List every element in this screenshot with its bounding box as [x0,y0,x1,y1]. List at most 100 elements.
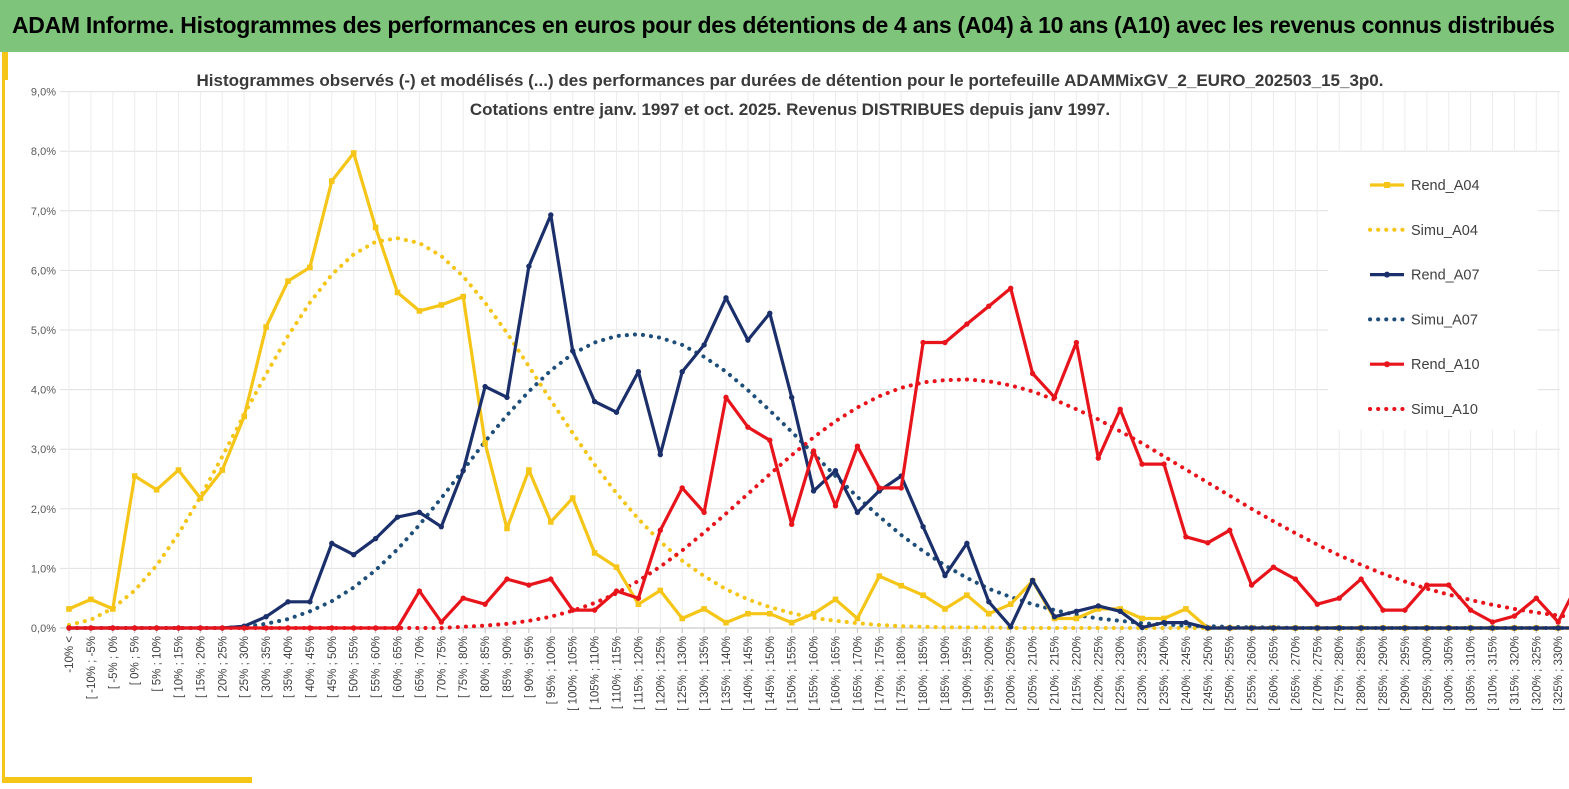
data-point-Rend_A10 [110,625,116,631]
data-point-Rend_A10 [1358,576,1364,582]
data-point-Rend_A04 [438,302,445,308]
accent-bar-bottom [2,777,252,783]
x-tick-label: [ 35% ; 40% [283,636,295,698]
data-point-Rend_A04 [569,495,576,501]
data-point-Rend_A07 [1555,625,1561,631]
data-point-Rend_A04 [657,587,664,594]
data-point-Rend_A07 [1402,625,1408,631]
data-point-Rend_A10 [591,607,598,613]
x-tick-label: [ 115% ; 120% [633,636,645,710]
data-point-Rend_A07 [1029,577,1036,584]
x-tick-label: [ 40% ; 45% [305,636,317,698]
data-point-Rend_A10 [175,625,182,631]
data-point-Rend_A10 [307,625,313,631]
data-point-Rend_A04 [635,601,642,607]
data-point-Rend_A07 [416,509,423,516]
data-point-Rend_A04 [175,467,182,473]
data-point-Rend_A10 [482,601,488,607]
x-tick-label: [ 85% ; 90% [502,636,514,698]
data-point-Rend_A07 [1248,625,1255,631]
x-tick-label: [ 285% ; 290% [1378,636,1390,711]
data-point-Rend_A04 [263,324,269,330]
data-point-Rend_A07 [482,383,488,390]
data-point-Rend_A10 [854,443,861,449]
accent-bar-top [2,52,8,80]
data-point-Rend_A07 [1424,625,1430,631]
data-point-Rend_A10 [986,303,992,309]
data-point-Rend_A10 [1227,527,1233,533]
data-point-Rend_A04 [460,293,466,300]
data-point-Rend_A07 [1336,625,1342,631]
performance-histogram-chart: 0,0% 1,0% 2,0% 3,0% 4,0% 5,0% 6,0% 7,0% 8,0% 9,0%… [31,71,1569,711]
data-point-Rend_A04 [1095,606,1102,612]
data-point-Rend_A10 [1489,619,1496,625]
x-tick-label: [ 225% ; 230% [1115,636,1127,711]
data-point-Rend_A10 [438,619,444,625]
x-tick-label: [ 95% ; 100% [546,636,558,704]
data-point-Rend_A07 [1161,619,1167,626]
data-point-Rend_A07 [986,599,992,605]
data-point-Rend_A04 [285,278,291,284]
x-tick-label: -10% < [64,636,76,673]
data-point-Rend_A04 [745,610,751,617]
data-point-Rend_A04 [197,495,204,501]
data-point-Rend_A10 [1336,595,1342,601]
data-point-Rend_A07 [635,369,642,375]
data-point-Rend_A07 [920,523,926,530]
x-tick-label: [ 120% ; 125% [655,636,667,711]
data-point-Rend_A10 [197,625,204,631]
x-tick-label: [ -10% ; -5% [86,636,98,699]
data-point-Rend_A04 [482,440,488,447]
x-tick-label: [ 55% ; 60% [371,636,383,698]
data-point-Rend_A04 [110,606,116,612]
data-point-Rend_A07 [789,394,795,401]
x-tick-label: [ 185% ; 190% [940,636,952,711]
y-tick-label: 1,0% [31,563,56,575]
data-point-Rend_A10 [1117,406,1123,412]
data-point-Rend_A07 [1073,608,1080,615]
x-tick-label: [ 320% ; 325% [1531,636,1543,711]
data-point-Rend_A04 [1183,606,1189,612]
accent-bar-left [2,52,5,783]
data-point-Rend_A10 [1424,582,1430,588]
x-tick-label: [ 5% ; 10% [152,636,164,692]
data-point-Rend_A04 [307,264,313,271]
data-point-Rend_A04 [876,573,883,579]
data-point-Rend_A04 [329,178,335,184]
data-point-Rend_A07 [810,488,817,494]
x-tick-label: [ 300% ; 305% [1444,636,1456,711]
data-point-Rend_A07 [285,599,291,605]
data-point-Rend_A07 [307,599,313,605]
data-point-Rend_A10 [504,576,510,582]
data-point-Rend_A10 [657,527,663,533]
x-tick-label: [ 150% ; 155% [787,636,799,711]
data-point-Rend_A07 [723,295,729,301]
data-point-Rend_A10 [153,625,160,631]
data-point-Rend_A10 [1314,601,1321,607]
data-point-Rend_A10 [1555,619,1561,625]
data-point-Rend_A07 [1183,619,1189,626]
data-point-Rend_A10 [1292,576,1299,582]
data-point-Rend_A04 [986,610,992,617]
x-tick-label: [ 305% ; 310% [1466,636,1478,711]
data-point-Rend_A07 [504,394,510,401]
data-point-Rend_A04 [372,224,379,231]
x-tick-label: [ 245% ; 250% [1203,636,1215,711]
data-point-Rend_A04 [942,606,948,612]
x-tick-label: [ 65% ; 70% [414,636,426,698]
x-tick-label: [ 20% ; 25% [217,636,229,698]
data-point-Rend_A07 [942,572,948,579]
x-tick-label: [ 90% ; 95% [524,636,536,698]
data-point-Rend_A10 [789,521,795,527]
x-tick-label: [ 265% ; 270% [1290,636,1302,711]
x-tick-label: [ 325% ; 330% [1553,636,1565,711]
data-point-Rend_A10 [942,339,948,346]
y-tick-label: 7,0% [31,206,56,218]
data-point-Rend_A10 [767,437,773,443]
data-point-Rend_A07 [1095,603,1102,609]
x-tick-label: [ 295% ; 300% [1422,636,1434,711]
data-point-Rend_A10 [372,625,379,631]
data-point-Rend_A10 [635,595,642,601]
data-point-Rend_A07 [351,551,357,558]
x-axis-ticks: -10% < [ -10% ; -5% [ -5% ; 0% [ 0% ; 5% [ 5… [64,636,1565,711]
